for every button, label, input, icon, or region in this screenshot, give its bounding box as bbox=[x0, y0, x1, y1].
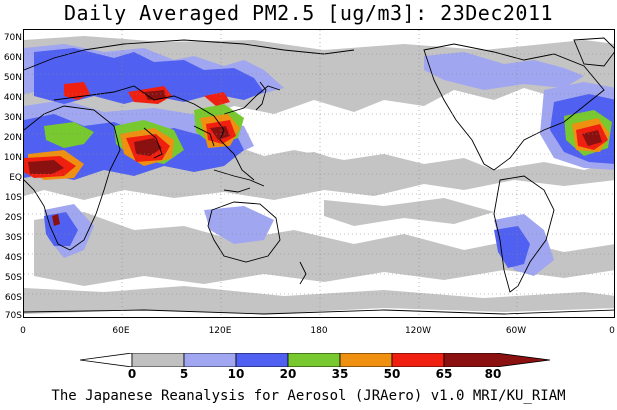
colorbar-segment-7 bbox=[443, 352, 551, 368]
footer-credit: The Japanese Reanalysis for Aerosol (JRA… bbox=[51, 388, 566, 404]
lon-label: 0 bbox=[20, 326, 26, 336]
colorbar-label: 10 bbox=[227, 367, 245, 381]
lon-label: 120W bbox=[404, 326, 432, 336]
lat-label: 60S bbox=[4, 293, 22, 303]
lat-label: 70N bbox=[3, 33, 22, 43]
level-80-plus-fill bbox=[28, 90, 602, 226]
lon-label: 120E bbox=[208, 326, 232, 336]
colorbar-segment-2 bbox=[183, 352, 237, 368]
lon-label: 60E bbox=[112, 326, 130, 336]
colorbar-segment-0 bbox=[79, 352, 133, 368]
colorbar bbox=[79, 352, 560, 368]
lat-label: 30N bbox=[3, 113, 22, 123]
lat-label: 60N bbox=[3, 53, 22, 63]
lat-label: 30S bbox=[4, 233, 22, 243]
lat-label: 50S bbox=[4, 273, 22, 283]
colorbar-segment-3 bbox=[235, 352, 289, 368]
colorbar-label: 80 bbox=[484, 367, 502, 381]
lat-label: 10S bbox=[4, 193, 22, 203]
colorbar-segment-6 bbox=[391, 352, 445, 368]
pm25-map bbox=[23, 29, 615, 318]
lat-label: 10N bbox=[3, 153, 22, 163]
colorbar-label: 65 bbox=[435, 367, 453, 381]
lon-label: 60W bbox=[505, 326, 527, 336]
colorbar-label: 0 bbox=[127, 367, 137, 381]
colorbar-segment-5 bbox=[339, 352, 393, 368]
pm25-map-canvas bbox=[24, 30, 614, 317]
lat-label: EQ bbox=[9, 173, 22, 183]
colorbar-segment-1 bbox=[131, 352, 185, 368]
colorbar-label: 35 bbox=[331, 367, 349, 381]
lat-label: 40N bbox=[3, 93, 22, 103]
colorbar-label: 5 bbox=[179, 367, 189, 381]
colorbar-label: 50 bbox=[383, 367, 401, 381]
lat-label: 40S bbox=[4, 253, 22, 263]
lon-label: 0 bbox=[609, 326, 615, 336]
lon-label: 180 bbox=[310, 326, 328, 336]
colorbar-segment-4 bbox=[287, 352, 341, 368]
lat-label: 70S bbox=[4, 311, 22, 321]
lat-label: 50N bbox=[3, 73, 22, 83]
colorbar-swatches bbox=[79, 352, 551, 368]
coastlines bbox=[24, 37, 614, 315]
lat-label: 20N bbox=[3, 133, 22, 143]
graticule bbox=[24, 30, 614, 317]
map-title: Daily Averaged PM2.5 [ug/m3]: 23Dec2011 bbox=[63, 1, 554, 25]
colorbar-label: 20 bbox=[279, 367, 297, 381]
lat-label: 20S bbox=[4, 213, 22, 223]
